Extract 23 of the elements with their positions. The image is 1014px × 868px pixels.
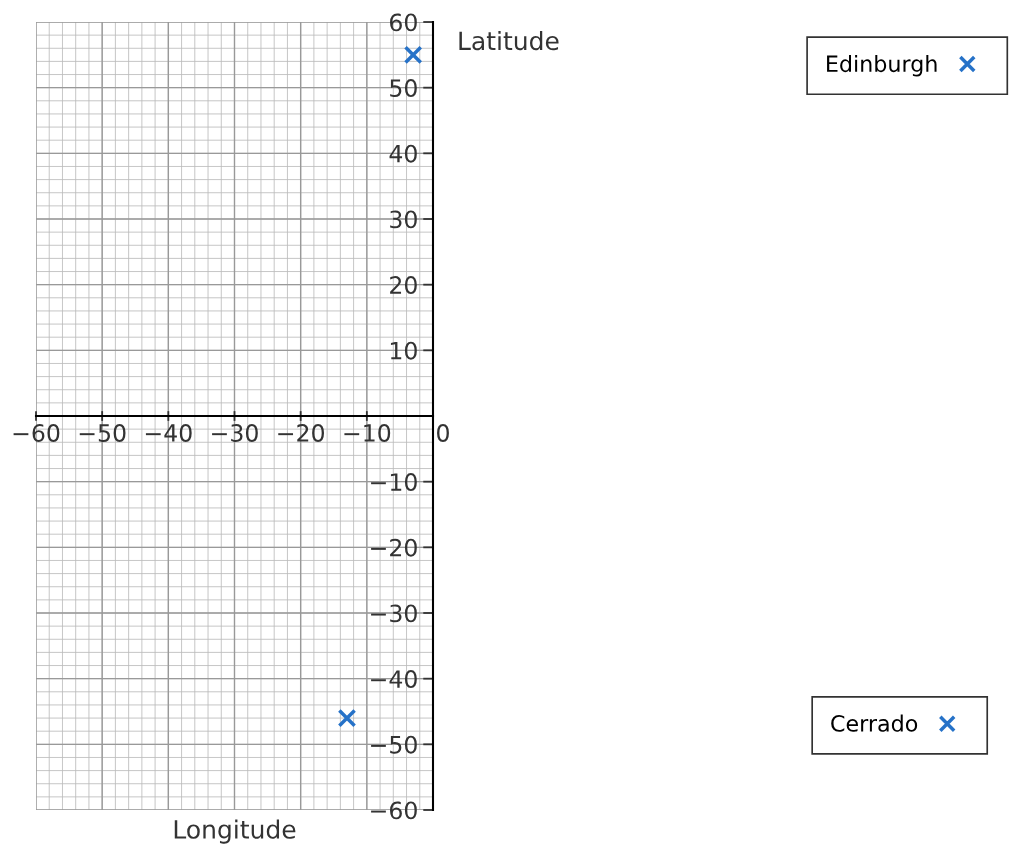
y-tick-label: 20 bbox=[390, 276, 417, 294]
x-axis-title: Longitude bbox=[174, 819, 296, 844]
y-tick-label: 10 bbox=[390, 341, 417, 360]
x-tick-label: −30 bbox=[212, 424, 258, 442]
y-tick-label: −50 bbox=[371, 735, 417, 754]
y-tick-label: −30 bbox=[371, 604, 417, 623]
legend-label: Cerrado bbox=[831, 714, 918, 732]
y-tick-label: 40 bbox=[389, 144, 417, 163]
y-tick-label: 30 bbox=[390, 210, 417, 229]
x-tick-label: −40 bbox=[145, 424, 192, 442]
y-tick-label: 50 bbox=[390, 79, 417, 97]
x-tick-label: −50 bbox=[79, 424, 126, 442]
y-tick-label: −20 bbox=[371, 538, 417, 557]
x-tick-label: −60 bbox=[13, 424, 60, 442]
y-tick-label: −60 bbox=[371, 801, 417, 820]
y-tick-label: 60 bbox=[390, 13, 417, 32]
y-tick-label: −40 bbox=[371, 670, 417, 688]
x-tick-label: −10 bbox=[344, 424, 391, 442]
x-tick-label: 0 bbox=[437, 424, 449, 442]
y-axis-title: Latitude bbox=[459, 30, 559, 51]
y-tick-label: −10 bbox=[371, 473, 417, 491]
legend-label: Edinburgh bbox=[827, 54, 937, 77]
x-tick-label: −20 bbox=[278, 424, 325, 442]
